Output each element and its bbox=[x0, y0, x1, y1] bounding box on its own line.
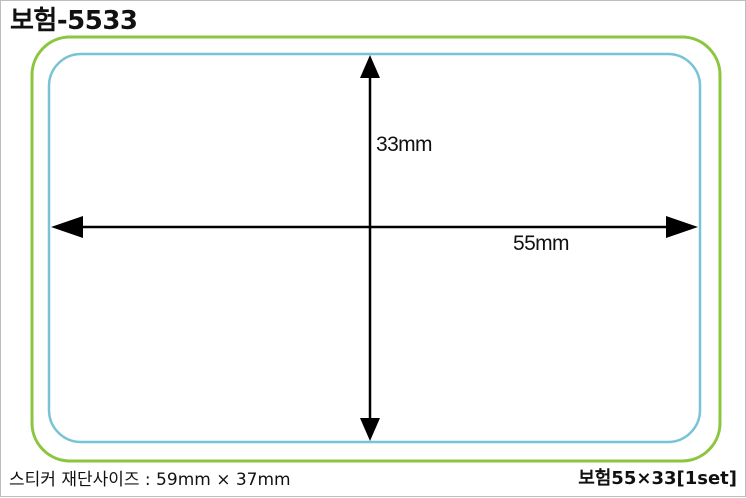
page-title: 보험-5533 bbox=[10, 6, 138, 36]
arrow-left-icon bbox=[51, 216, 83, 238]
height-label: 33mm bbox=[376, 133, 433, 156]
arrow-down-icon bbox=[360, 418, 380, 441]
cut-line-outline bbox=[30, 35, 722, 463]
arrow-up-icon bbox=[360, 55, 380, 78]
arrow-right-icon bbox=[666, 216, 698, 238]
product-code: 보험55×33[1set] bbox=[578, 468, 737, 489]
sticker-outline bbox=[47, 52, 702, 444]
cut-size-caption: 스티커 재단사이즈 : 59mm × 37mm bbox=[9, 470, 291, 490]
width-label: 55mm bbox=[513, 232, 570, 255]
